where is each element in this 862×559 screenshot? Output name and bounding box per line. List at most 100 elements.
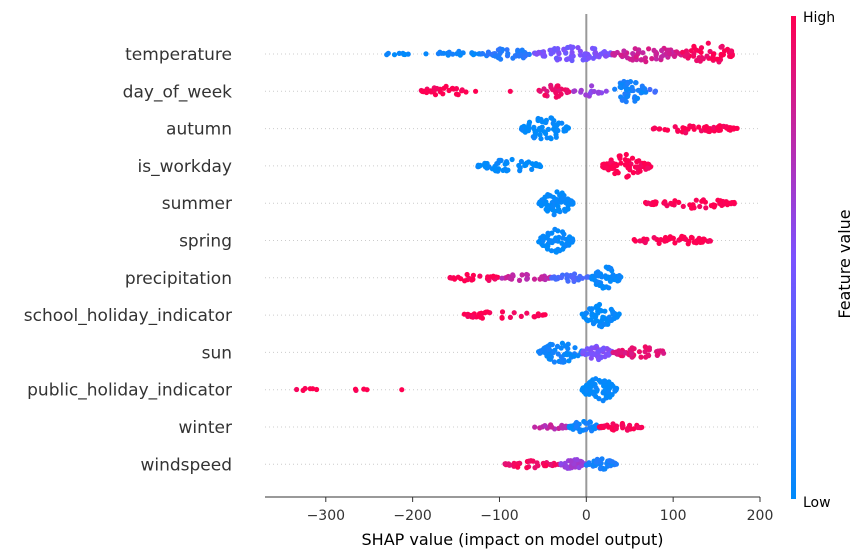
shap-point — [578, 87, 584, 93]
x-tick-label: 100 — [660, 508, 687, 524]
shap-point — [585, 274, 591, 280]
shap-point — [553, 55, 560, 62]
shap-point — [642, 239, 648, 246]
shap-point — [522, 161, 528, 167]
shap-point — [585, 420, 591, 426]
shap-point — [492, 53, 498, 59]
feature-row: public_holiday_indicator — [27, 381, 760, 401]
shap-point — [662, 200, 668, 207]
shap-point — [550, 203, 556, 209]
shap-point — [352, 386, 359, 392]
shap-point — [549, 115, 555, 121]
shap-point — [532, 424, 538, 430]
shap-point — [616, 273, 622, 279]
feature-label: is_workday — [138, 157, 233, 177]
shap-point — [567, 425, 574, 431]
shap-point — [507, 275, 513, 282]
shap-point — [536, 239, 542, 245]
shap-point — [484, 309, 491, 315]
shap-point — [499, 315, 505, 321]
shap-point — [696, 124, 702, 130]
shap-point — [698, 49, 704, 56]
feature-points — [294, 376, 620, 404]
shap-point — [556, 51, 562, 57]
shap-point — [662, 127, 668, 133]
shap-point — [697, 238, 703, 244]
shap-point — [473, 88, 479, 94]
shap-point — [558, 461, 564, 467]
shap-point — [600, 398, 606, 404]
shap-point — [712, 202, 718, 208]
shap-point — [477, 273, 483, 279]
shap-point — [548, 462, 554, 468]
feature-label: windspeed — [140, 455, 232, 475]
shap-point — [428, 89, 434, 95]
shap-point — [703, 205, 709, 211]
shap-point — [579, 462, 585, 468]
shap-point — [632, 46, 638, 52]
shap-point — [621, 48, 627, 54]
colorbar-gradient — [791, 16, 796, 499]
feature-row: precipitation — [125, 269, 760, 289]
shap-point — [705, 40, 711, 46]
shap-point — [515, 464, 521, 470]
shap-point — [555, 83, 561, 89]
shap-point — [545, 126, 552, 132]
shap-point — [606, 383, 612, 389]
shap-point — [559, 190, 565, 196]
shap-point — [595, 348, 601, 354]
shap-point — [571, 353, 577, 359]
shap-point — [589, 83, 595, 89]
shap-point — [470, 314, 476, 320]
shap-point — [711, 124, 717, 130]
shap-point — [603, 88, 609, 94]
shap-point — [601, 345, 607, 351]
shap-point — [671, 53, 678, 60]
shap-point — [583, 427, 589, 433]
shap-point — [546, 356, 552, 362]
shap-point — [652, 199, 658, 205]
shap-point — [537, 127, 544, 133]
shap-point — [607, 393, 613, 399]
shap-point — [565, 196, 571, 202]
shap-point — [710, 51, 717, 57]
shap-point — [602, 354, 608, 360]
shap-point — [645, 346, 651, 352]
feature-points — [518, 115, 740, 142]
shap-point — [553, 90, 559, 96]
shap-point — [646, 46, 652, 52]
shap-point — [654, 50, 660, 57]
shap-point — [690, 123, 696, 129]
shap-point — [603, 53, 609, 59]
feature-label: public_holiday_indicator — [27, 381, 232, 401]
shap-point — [570, 201, 576, 207]
shap-point — [571, 88, 577, 94]
shap-point — [294, 386, 300, 393]
shap-point — [479, 51, 485, 57]
feature-points — [384, 40, 735, 65]
shap-point — [633, 54, 639, 60]
shap-point — [723, 199, 730, 205]
shap-point — [593, 385, 599, 391]
shap-point — [531, 135, 537, 141]
shap-point — [572, 345, 578, 351]
shap-point — [458, 276, 464, 282]
shap-point — [499, 309, 506, 315]
shap-point — [541, 52, 547, 58]
shap-point — [575, 45, 581, 51]
shap-point — [586, 55, 592, 61]
shap-point — [524, 276, 530, 282]
shap-point — [645, 165, 651, 171]
shap-point — [625, 427, 631, 433]
shap-point — [683, 130, 689, 136]
feature-label: school_holiday_indicator — [24, 306, 232, 326]
shap-point — [558, 345, 564, 351]
shap-point — [385, 50, 391, 56]
shap-point — [657, 126, 663, 132]
feature-label: spring — [179, 232, 232, 252]
shap-point — [560, 235, 566, 241]
shap-point — [553, 94, 559, 100]
shap-point — [606, 285, 612, 291]
shap-point — [568, 458, 574, 464]
